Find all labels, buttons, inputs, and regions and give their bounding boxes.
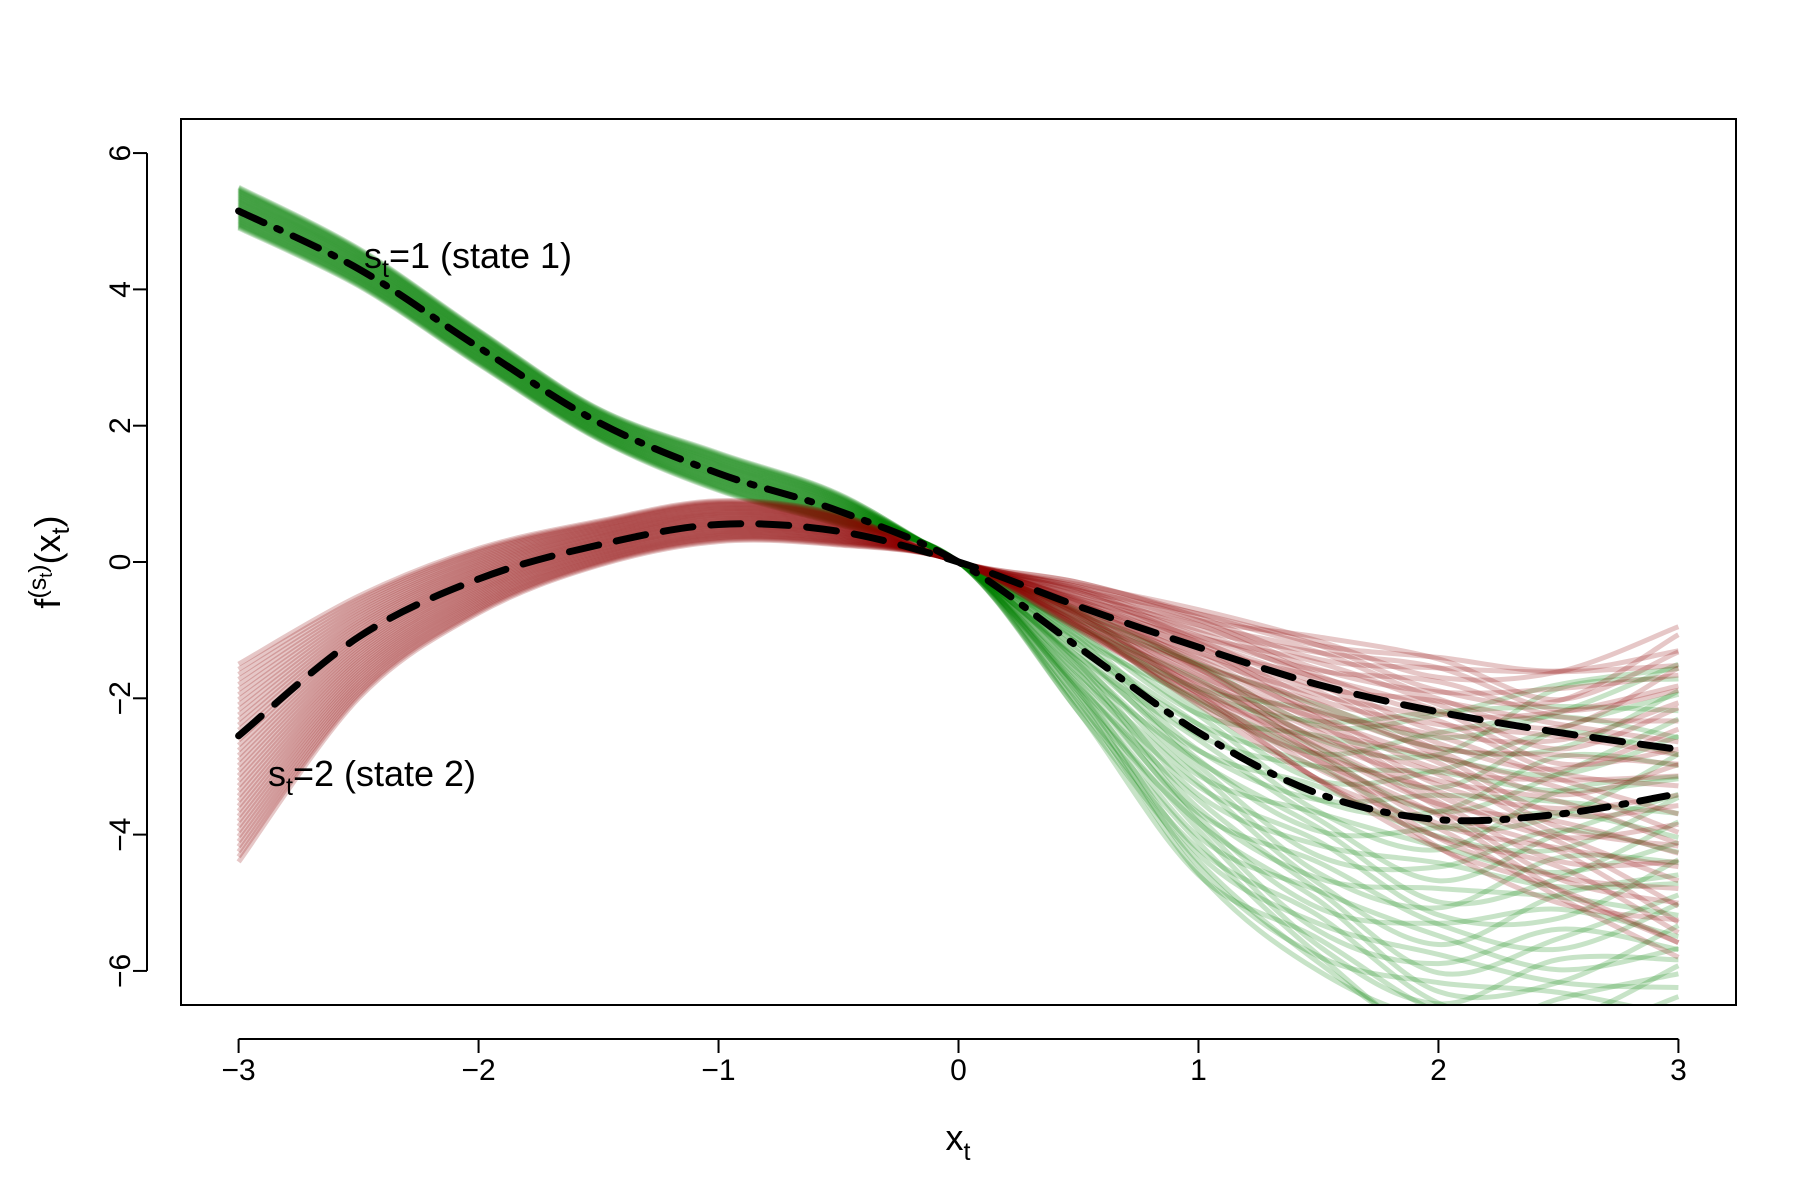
x-tick-label: 3 [1670,1054,1687,1087]
x-tick-label: −1 [701,1054,735,1087]
series-1-sample-curve [237,218,1679,990]
y-tick-label: 0 [104,554,137,571]
mean-line-layer [235,207,1682,825]
y-tick-label: −2 [104,681,137,715]
series-1-sample-curve [237,217,1680,1001]
series-2-mean-line [235,520,1682,753]
plot-frame [180,118,1737,1006]
series-1-sample-curve [237,215,1679,973]
y-tick-label: 4 [104,281,137,298]
series-1-sample-curve [237,222,1679,1005]
x-axis: −3 −2 −1 0 1 2 3 [221,1038,1687,1087]
state-1-label: st=1 (state 1) [364,235,572,283]
y-tick-label: 2 [104,417,137,434]
x-tick-label: 1 [1190,1054,1207,1087]
x-tick-label: −2 [461,1054,495,1087]
band-layer [236,184,1680,1005]
y-axis: −6 −4 −2 0 2 4 6 [104,145,148,988]
series-1-sample-curve [237,224,1577,1005]
x-tick-label: 0 [950,1054,967,1087]
state-2-label: st=2 (state 2) [268,753,476,801]
y-tick-label: 6 [104,145,137,162]
series-1-sample-curve [237,195,1679,794]
x-axis-label: xt [946,1117,971,1166]
y-axis-label: f(st)(xt) [24,515,75,608]
x-tick-label: 2 [1430,1054,1447,1087]
y-tick-label: −6 [104,954,137,988]
series-1-sample-curve [237,214,1680,977]
series-1-sample-curve [237,225,1680,1005]
x-tick-label: −3 [221,1054,255,1087]
series-1-sample-curve [237,191,1680,791]
y-tick-label: −4 [104,817,137,851]
